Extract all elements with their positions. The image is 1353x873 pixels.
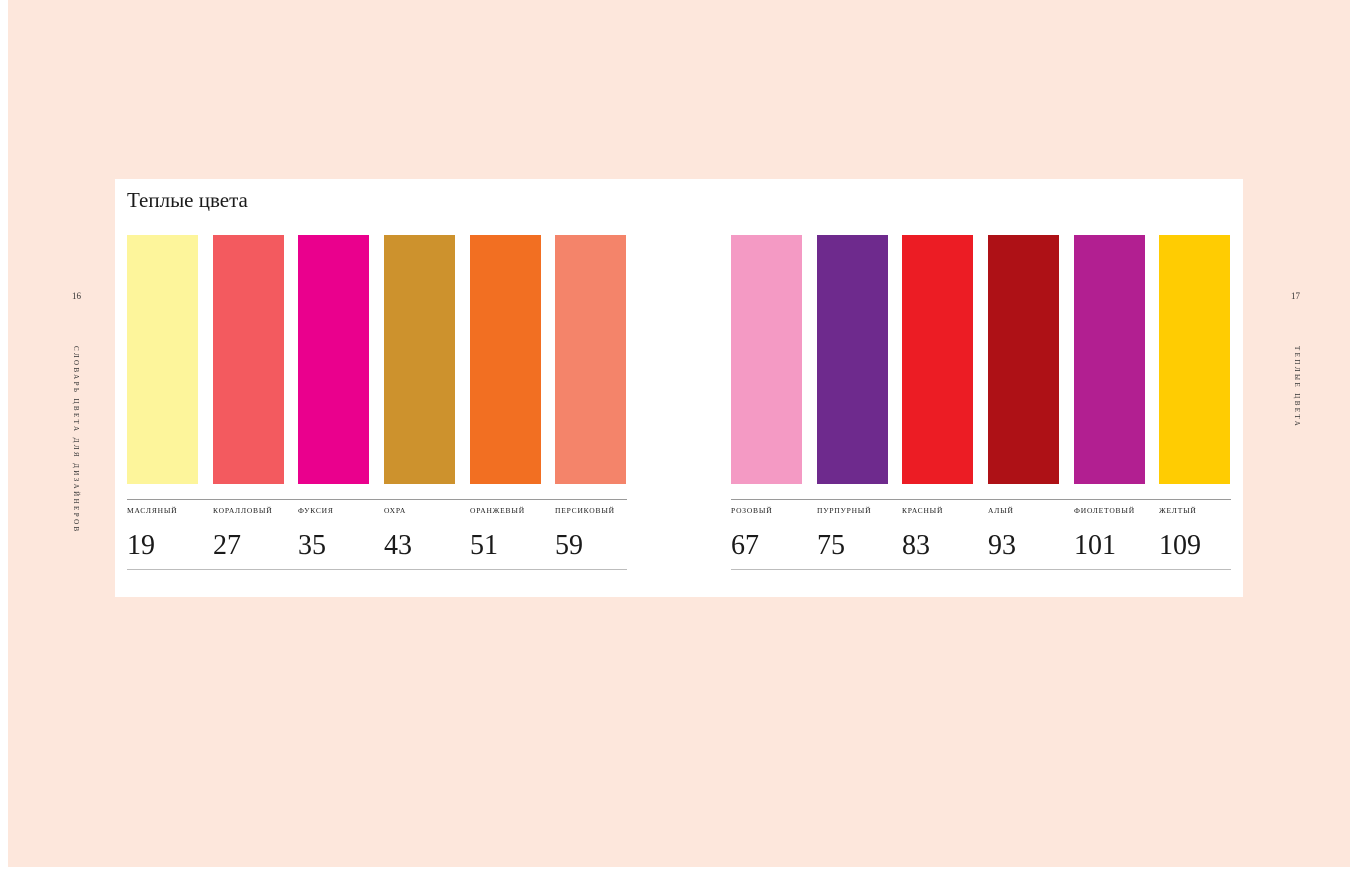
left-color-group: МАСЛЯНЫЙ 19 КОРАЛЛОВЫЙ 27 ФУКСИЯ 35 ОХРА… xyxy=(127,235,627,571)
color-name: ПЕРСИКОВЫЙ xyxy=(555,506,615,515)
color-name: ФУКСИЯ xyxy=(298,506,334,515)
color-page-number[interactable]: 67 xyxy=(731,530,759,561)
color-swatch[interactable] xyxy=(555,235,626,484)
warm-colors-panel: Теплые цвета МАСЛЯНЫЙ 19 КОРАЛЛОВЫЙ 27 Ф… xyxy=(115,179,1243,597)
left-page-number: 16 xyxy=(72,291,81,301)
color-name: ПУРПУРНЫЙ xyxy=(817,506,872,515)
color-swatch[interactable] xyxy=(731,235,802,484)
left-running-head: СЛОВАРЬ ЦВЕТА ДЛЯ ДИЗАЙНЕРОВ xyxy=(72,346,80,534)
color-swatch[interactable] xyxy=(384,235,455,484)
right-page-number: 17 xyxy=(1291,291,1300,301)
color-name: АЛЫЙ xyxy=(988,506,1014,515)
color-page-number[interactable]: 93 xyxy=(988,530,1016,561)
color-page-number[interactable]: 101 xyxy=(1074,530,1116,561)
color-swatch[interactable] xyxy=(470,235,541,484)
divider xyxy=(731,499,1231,500)
color-swatch[interactable] xyxy=(127,235,198,484)
right-color-group: РОЗОВЫЙ 67 ПУРПУРНЫЙ 75 КРАСНЫЙ 83 АЛЫЙ … xyxy=(731,235,1231,571)
color-page-number[interactable]: 83 xyxy=(902,530,930,561)
divider xyxy=(127,499,627,500)
right-running-head: ТЕПЛЫЕ ЦВЕТА xyxy=(1293,346,1301,429)
color-swatch[interactable] xyxy=(1074,235,1145,484)
color-swatch[interactable] xyxy=(298,235,369,484)
divider xyxy=(731,569,1231,570)
divider xyxy=(127,569,627,570)
color-name: ФИОЛЕТОВЫЙ xyxy=(1074,506,1135,515)
color-page-number[interactable]: 109 xyxy=(1159,530,1201,561)
color-page-number[interactable]: 51 xyxy=(470,530,498,561)
color-page-number[interactable]: 59 xyxy=(555,530,583,561)
color-name: ОРАНЖЕВЫЙ xyxy=(470,506,525,515)
color-swatch[interactable] xyxy=(817,235,888,484)
color-page-number[interactable]: 75 xyxy=(817,530,845,561)
color-name: КРАСНЫЙ xyxy=(902,506,944,515)
color-page-number[interactable]: 43 xyxy=(384,530,412,561)
color-swatch[interactable] xyxy=(1159,235,1230,484)
color-swatch[interactable] xyxy=(988,235,1059,484)
color-page-number[interactable]: 19 xyxy=(127,530,155,561)
color-swatch[interactable] xyxy=(902,235,973,484)
color-name: МАСЛЯНЫЙ xyxy=(127,506,178,515)
color-name: РОЗОВЫЙ xyxy=(731,506,773,515)
color-name: ОХРА xyxy=(384,506,407,515)
color-name: ЖЕЛТЫЙ xyxy=(1159,506,1197,515)
color-swatch[interactable] xyxy=(213,235,284,484)
section-title: Теплые цвета xyxy=(127,188,248,212)
color-name: КОРАЛЛОВЫЙ xyxy=(213,506,273,515)
color-page-number[interactable]: 35 xyxy=(298,530,326,561)
color-page-number[interactable]: 27 xyxy=(213,530,241,561)
